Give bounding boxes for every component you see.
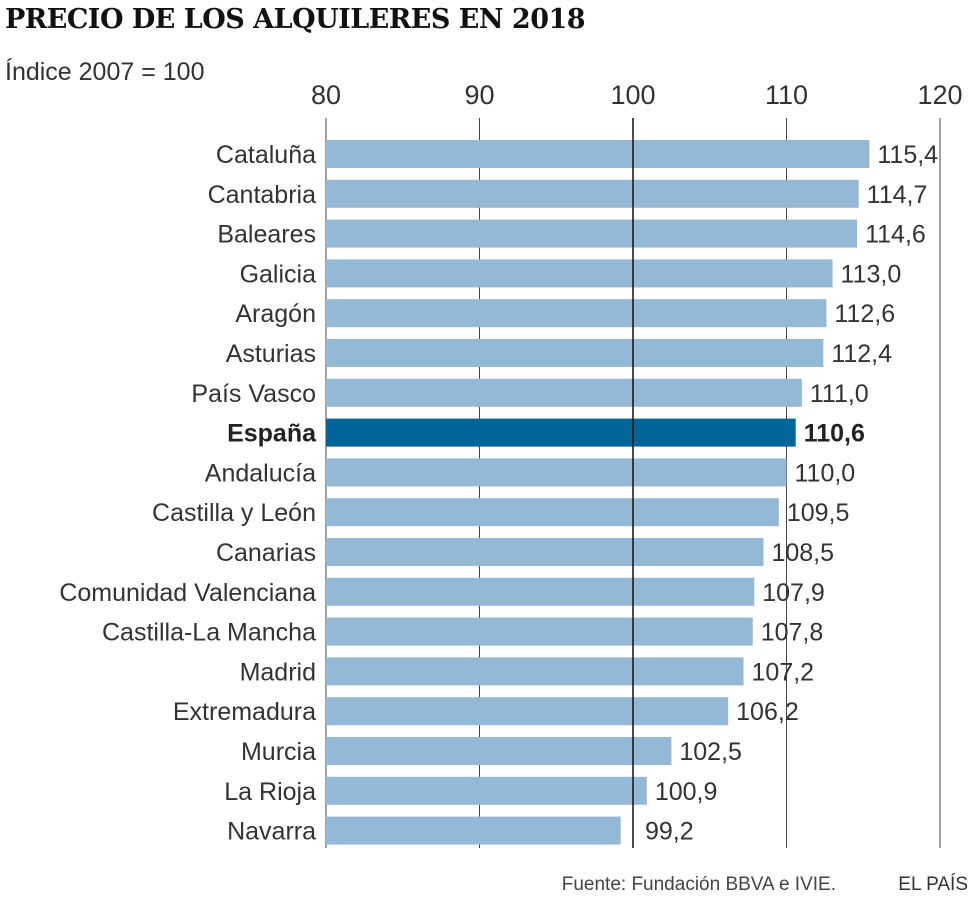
category-label: Madrid — [240, 658, 316, 686]
bar-la-rioja — [326, 776, 647, 805]
value-label: 110,6 — [804, 420, 865, 448]
value-label: 108,5 — [771, 539, 834, 567]
category-label: Asturias — [226, 340, 316, 368]
x-axis-tick-labels: 80 90 100 110 120 — [311, 80, 963, 110]
value-label: 99,2 — [645, 818, 694, 846]
bar-murcia — [326, 737, 672, 765]
category-label: Galicia — [240, 260, 317, 288]
value-label: 106,2 — [736, 698, 799, 726]
x-tick-label: 110 — [765, 80, 808, 110]
x-tick-label: 90 — [464, 80, 494, 110]
value-label: 111,0 — [810, 380, 869, 408]
category-label: España — [227, 420, 317, 448]
bars — [326, 140, 870, 845]
category-label: Aragón — [235, 300, 316, 328]
category-label: Canarias — [216, 539, 316, 567]
x-tick-label: 100 — [610, 80, 655, 110]
category-label: Extremadura — [173, 698, 316, 726]
bar-andalucía — [326, 458, 787, 487]
value-label: 112,4 — [831, 340, 892, 368]
bar-navarra — [326, 816, 621, 845]
value-label: 107,8 — [761, 619, 824, 647]
bar-aragón — [326, 299, 827, 328]
category-label: La Rioja — [224, 778, 316, 806]
bar-galicia — [326, 259, 833, 288]
category-labels: Cataluña Cantabria Baleares Galicia Aragón As… — [59, 141, 317, 846]
bar-cantabria — [326, 179, 859, 208]
category-label: País Vasco — [191, 380, 316, 408]
category-label: Cantabria — [208, 181, 316, 209]
bar-comunidad-valenciana — [326, 577, 755, 606]
category-label: Navarra — [227, 818, 316, 846]
chart-subtitle: Índice 2007 = 100 — [5, 57, 204, 86]
bar-españa — [326, 418, 796, 447]
bar-madrid — [326, 657, 744, 686]
category-label: Comunidad Valenciana — [59, 579, 316, 607]
value-label: 109,5 — [787, 499, 850, 527]
value-label: 107,2 — [752, 658, 815, 686]
category-label: Baleares — [217, 221, 316, 249]
category-label: Murcia — [241, 738, 316, 766]
bar-país-vasco — [326, 378, 802, 407]
bar-extremadura — [326, 697, 729, 726]
bar-cataluña — [326, 140, 870, 168]
value-labels: 115,4 114,7 114,6 113,0 112,6 112,4 111,0 110,6… — [645, 141, 938, 846]
value-label: 115,4 — [877, 141, 938, 169]
source-note: Fuente: Fundación BBVA e IVIE. — [562, 874, 836, 895]
x-tick-label: 80 — [311, 80, 341, 110]
bar-castilla-la-mancha — [326, 617, 753, 646]
bar-baleares — [326, 219, 858, 248]
bar-castilla-y-león — [326, 498, 779, 527]
value-label: 100,9 — [655, 778, 718, 806]
brand-logo: EL PAÍS — [898, 874, 968, 895]
bar-canarias — [326, 538, 764, 566]
value-label: 110,0 — [795, 459, 856, 487]
category-label: Andalucía — [205, 459, 316, 487]
bar-asturias — [326, 339, 824, 367]
value-label: 102,5 — [679, 738, 742, 766]
value-label: 112,6 — [834, 300, 895, 328]
chart-title: PRECIO DE LOS ALQUILERES EN 2018 — [5, 4, 585, 35]
value-label: 114,7 — [867, 181, 928, 209]
category-label: Cataluña — [216, 141, 316, 169]
value-label: 107,9 — [762, 579, 825, 607]
category-label: Castilla y León — [152, 499, 316, 527]
value-label: 113,0 — [841, 260, 902, 288]
value-label: 114,6 — [865, 221, 926, 249]
category-label: Castilla-La Mancha — [102, 619, 316, 647]
x-tick-label: 120 — [917, 80, 962, 110]
